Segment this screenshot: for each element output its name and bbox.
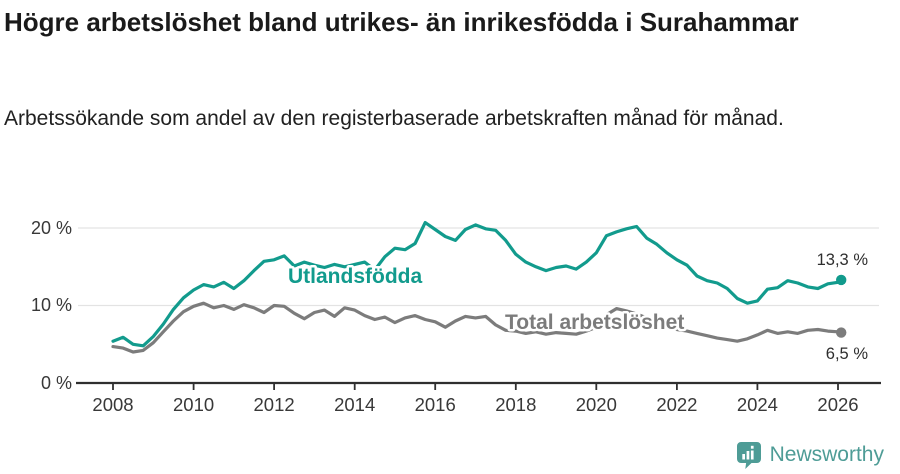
x-tick-label-2018: 2018 — [495, 394, 536, 415]
x-tick-label-2026: 2026 — [817, 394, 858, 415]
x-tick-label-2020: 2020 — [576, 394, 617, 415]
x-tick-label-2014: 2014 — [334, 394, 375, 415]
end-value-label-total-arbetsloshet: 6,5 % — [826, 345, 869, 363]
line-chart: 2008 2010 2012 2014 2016 2018 2020 2022 2024 2026… — [31, 218, 881, 415]
y-tick-label-20: 20 % — [31, 218, 72, 238]
x-axis-tick-labels: 2008 2010 2012 2014 2016 2018 2020 2022 2024 2026 — [92, 394, 858, 415]
page-title: Högre arbetslöshet bland utrikes- än inr… — [4, 7, 799, 37]
end-value-label-utlandsfodda: 13,3 % — [817, 251, 869, 269]
newsworthy-bubble-chart-icon — [736, 442, 761, 469]
page-subtitle: Arbetssökande som andel av den registerb… — [4, 107, 784, 130]
x-tick-label-2008: 2008 — [92, 394, 133, 415]
x-tick-label-2012: 2012 — [254, 394, 295, 415]
y-tick-label-0: 0 % — [41, 373, 72, 393]
newsworthy-logo: Newsworthy — [736, 441, 884, 469]
x-tick-label-2016: 2016 — [415, 394, 456, 415]
y-tick-label-10: 10 % — [31, 295, 72, 315]
series-total-arbetsloshet-line — [111, 301, 843, 354]
series-utlandsfodda-end-dot — [836, 274, 847, 286]
x-axis-ticks — [112, 383, 839, 390]
x-tick-label-2022: 2022 — [656, 394, 697, 415]
x-tick-label-2010: 2010 — [173, 394, 214, 415]
series-total-arbetsloshet-end-dot — [836, 327, 847, 338]
series-label-total-arbetsloshet: Total arbetslöshet — [505, 311, 684, 334]
x-tick-label-2024: 2024 — [737, 394, 778, 415]
series-label-utlandsfodda: Utlandsfödda — [288, 265, 422, 288]
newsworthy-wordmark: Newsworthy — [769, 443, 884, 466]
series-utlandsfodda-line — [111, 221, 843, 348]
